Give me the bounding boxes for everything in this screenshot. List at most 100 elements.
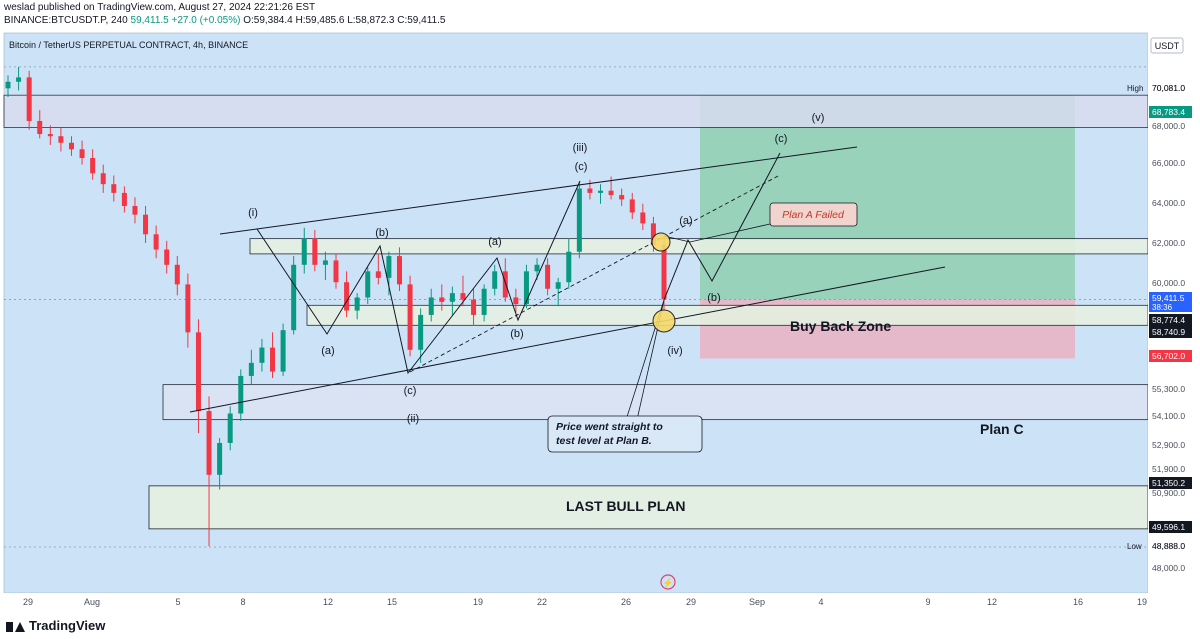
x-tick-label: 15 xyxy=(387,597,397,607)
lightning-glyph: ⚡ xyxy=(662,577,673,589)
candle-body xyxy=(259,347,265,363)
plan-b-callout-line2: test level at Plan B. xyxy=(556,435,652,447)
price-tag-value: 56,702.0 xyxy=(1152,351,1185,361)
price-tag xyxy=(1149,314,1192,326)
candle-body xyxy=(386,256,392,278)
candle-body xyxy=(523,271,529,305)
price-tag xyxy=(1149,326,1192,338)
candle-body xyxy=(365,271,371,298)
x-tick-label: 16 xyxy=(1073,597,1083,607)
candle-body xyxy=(375,271,381,278)
candle-body xyxy=(37,120,43,135)
close-text: C:59,411.5 xyxy=(397,15,446,26)
wave-label: (b) xyxy=(510,328,523,340)
wave-label: (a) xyxy=(488,236,501,248)
wave-label: (b) xyxy=(707,292,720,304)
wave-label: (c) xyxy=(404,385,417,397)
candle-body xyxy=(153,234,159,250)
candle-body xyxy=(629,199,635,213)
candle-body xyxy=(471,299,477,315)
x-tick-label: 19 xyxy=(473,597,483,607)
candle-body xyxy=(640,212,646,224)
lightning-icon[interactable] xyxy=(660,574,676,590)
candle-body xyxy=(58,136,64,143)
candle-body xyxy=(555,282,561,289)
plan-a-failed-box xyxy=(769,202,858,227)
price-tag-value: 58,740.9 xyxy=(1152,327,1185,337)
price-tag xyxy=(1149,350,1192,362)
candle-body xyxy=(5,81,11,89)
price-tag-value: 49,596.1 xyxy=(1152,522,1185,532)
price-tag-value: 68,783.4 xyxy=(1152,107,1185,117)
candle-body xyxy=(121,192,127,206)
candle-body xyxy=(227,413,233,443)
lower-channel-line xyxy=(189,266,946,413)
price-chart[interactable]: Buy Back Zone Plan C LAST BULL PLAN (i) (a) (… xyxy=(0,0,1200,614)
x-tick-label: 29 xyxy=(23,597,33,607)
candle-body xyxy=(143,214,149,235)
wave-label: (c) xyxy=(775,133,788,145)
x-tick-label: 12 xyxy=(323,597,333,607)
y-tick-label: 52,900.0 xyxy=(1152,440,1185,450)
price-tag-value: 51,350.2 xyxy=(1152,478,1185,488)
candle-body xyxy=(26,77,32,121)
candle-body xyxy=(598,190,604,193)
resistance-box xyxy=(3,94,1149,128)
published-line: weslad published on TradingView.com, Aug… xyxy=(4,2,315,13)
candle-body xyxy=(428,297,434,315)
ohlc-line: BINANCE:BTCUSDT.P, 240 59,411.5 +27.0 (+… xyxy=(4,15,445,26)
wave-label: (ii) xyxy=(407,413,419,425)
candle-body xyxy=(513,297,519,305)
symbol-text: BINANCE:BTCUSDT.P, 240 xyxy=(4,15,128,26)
candle-body xyxy=(111,184,117,193)
price-tag-value: 59,411.5 xyxy=(1152,293,1185,303)
y-tick-label: 66,000.0 xyxy=(1152,158,1185,168)
price-tag xyxy=(1149,106,1192,118)
wave-label: (c) xyxy=(575,161,588,173)
wave-label: (a) xyxy=(321,345,334,357)
candle-body xyxy=(100,173,106,185)
candle-body xyxy=(47,134,53,137)
wave-label: (iv) xyxy=(667,345,682,357)
candle-body xyxy=(79,149,85,159)
x-tick-label: 22 xyxy=(537,597,547,607)
chart-title: Bitcoin / TetherUS PERPETUAL CONTRACT, 4… xyxy=(9,40,249,50)
x-tick-label: 26 xyxy=(621,597,631,607)
y-tick-label: 50,900.0 xyxy=(1152,488,1185,498)
wave-label: (b) xyxy=(375,227,388,239)
candle-body xyxy=(492,271,498,289)
plan-a-circle xyxy=(651,232,671,252)
candle-body xyxy=(301,238,307,265)
candle-body xyxy=(217,442,223,475)
plan-a-pointer xyxy=(663,223,771,243)
time-axis xyxy=(0,593,1200,614)
currency-badge[interactable] xyxy=(1150,37,1184,54)
price-tag-countdown: 38:36 xyxy=(1152,303,1173,312)
candle-body xyxy=(322,260,328,265)
plan-a-failed-text: Plan A Failed xyxy=(782,209,845,221)
price-tag xyxy=(1149,292,1192,312)
y-tick-label: 70,081.0 xyxy=(1152,83,1185,93)
y-tick-label: 48,888.0 xyxy=(1152,541,1185,551)
candle-body xyxy=(248,362,254,376)
candle-body xyxy=(195,332,201,412)
low-text: L:58,872.3 xyxy=(347,15,395,26)
price-tag-label: High xyxy=(1127,84,1143,93)
wave-label: (v) xyxy=(812,112,825,124)
x-tick-label: 8 xyxy=(240,597,245,607)
y-tick-label: 48,000.0 xyxy=(1152,563,1185,573)
candle-body xyxy=(206,411,212,475)
candle-body xyxy=(418,314,424,350)
price-tag xyxy=(1149,477,1192,489)
wave-label: (i) xyxy=(248,207,258,219)
candle-body xyxy=(174,264,180,285)
wave-label: (iii) xyxy=(573,142,588,154)
x-tick-label: 19 xyxy=(1137,597,1147,607)
tradingview-logo[interactable]: TradingView xyxy=(6,618,105,633)
candle-body xyxy=(661,245,667,300)
buy-back-zone-label: Buy Back Zone xyxy=(790,318,891,334)
wave-path-projection xyxy=(663,152,781,301)
price-axis xyxy=(1148,33,1200,593)
candle-body xyxy=(650,223,656,246)
price-tag-value: 70,081.0 xyxy=(1152,83,1185,93)
